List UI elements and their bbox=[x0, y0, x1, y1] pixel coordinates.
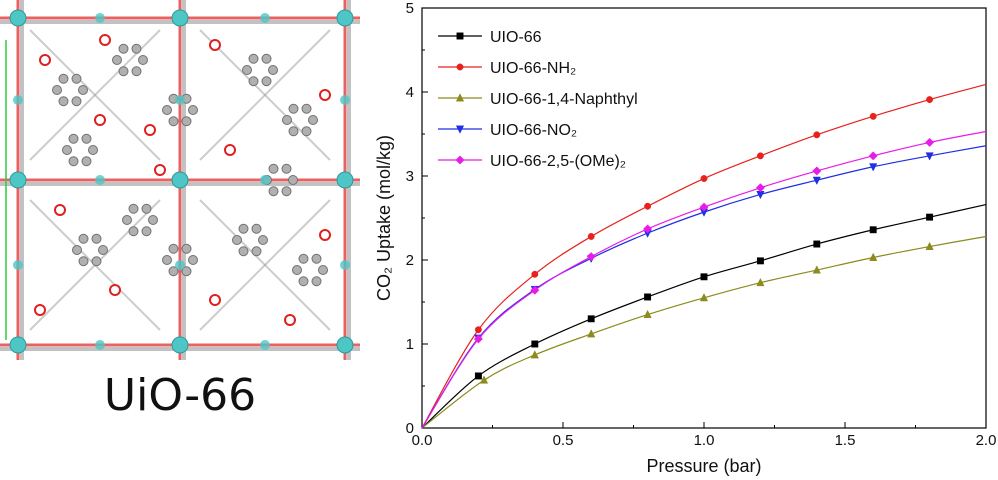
data-point bbox=[926, 213, 934, 221]
data-point bbox=[812, 176, 821, 185]
x-tick-label: 0.5 bbox=[553, 432, 574, 449]
data-point bbox=[587, 233, 595, 240]
series-3 bbox=[421, 145, 987, 429]
legend-marker bbox=[456, 32, 464, 40]
data-point bbox=[531, 340, 539, 348]
legend-marker bbox=[455, 93, 465, 102]
y-tick-label: 2 bbox=[406, 252, 414, 269]
legend-item: UIO-66-2,5-(OMe)₂ bbox=[438, 153, 626, 170]
data-point bbox=[530, 350, 539, 359]
x-tick-label: 1.0 bbox=[694, 432, 715, 449]
data-point bbox=[812, 265, 821, 274]
zr-atoms bbox=[9, 9, 354, 354]
y-tick-label: 5 bbox=[406, 0, 414, 17]
series-1 bbox=[421, 83, 987, 429]
y-tick-label: 3 bbox=[406, 168, 414, 185]
series-line bbox=[421, 145, 987, 429]
data-point bbox=[925, 241, 934, 251]
series-2 bbox=[421, 235, 987, 429]
data-point bbox=[868, 151, 878, 161]
data-point bbox=[925, 137, 935, 147]
data-point bbox=[643, 224, 653, 234]
data-point bbox=[869, 163, 878, 172]
legend-label: UIO-66-NO₂ bbox=[490, 122, 577, 139]
data-point bbox=[869, 252, 878, 261]
series-lines bbox=[421, 83, 987, 429]
x-tick-label: 0.0 bbox=[412, 432, 433, 449]
data-point bbox=[756, 257, 764, 265]
legend-item: UIO-66-1,4-Naphthyl bbox=[438, 91, 638, 108]
series-0 bbox=[421, 203, 987, 429]
series-line bbox=[421, 235, 987, 429]
data-point bbox=[813, 131, 821, 139]
data-point bbox=[530, 285, 540, 295]
data-point bbox=[473, 334, 483, 344]
data-point bbox=[869, 112, 877, 120]
x-axis-title: Pressure (bar) bbox=[646, 456, 761, 476]
legend: UIO-66 UIO-66-NH₂ UIO-66-1,4-Naphthyl UIO-6… bbox=[438, 29, 638, 170]
legend-label: UIO-66 bbox=[490, 29, 542, 46]
structure-label: UiO-66 bbox=[103, 370, 257, 421]
y-axis-title: CO₂ Uptake (mol/kg) bbox=[374, 135, 394, 301]
legend-marker bbox=[455, 155, 465, 165]
data-point bbox=[926, 96, 934, 104]
y-tick-label: 1 bbox=[406, 336, 414, 353]
legend-label: UIO-66-2,5-(OMe)₂ bbox=[490, 153, 626, 170]
legend-marker bbox=[455, 125, 465, 134]
data-point bbox=[531, 270, 539, 278]
data-point bbox=[700, 273, 708, 281]
data-point bbox=[474, 326, 482, 334]
data-point bbox=[925, 152, 934, 161]
data-point bbox=[699, 202, 709, 212]
x-tick-label: 2.0 bbox=[976, 432, 997, 449]
data-point bbox=[643, 309, 652, 319]
legend-marker bbox=[456, 63, 464, 71]
series-line bbox=[421, 203, 987, 429]
y-tick-label: 0 bbox=[406, 420, 414, 437]
series-4 bbox=[421, 130, 987, 429]
series-line bbox=[421, 130, 987, 429]
data-point bbox=[700, 175, 708, 182]
data-point bbox=[479, 375, 489, 384]
legend-item: UIO-66 bbox=[438, 29, 542, 46]
data-point bbox=[869, 226, 877, 234]
linker-rings bbox=[52, 43, 328, 287]
oxygen-atoms bbox=[34, 34, 331, 326]
data-point bbox=[644, 202, 652, 210]
data-point bbox=[587, 315, 595, 323]
data-point bbox=[587, 329, 596, 338]
uio66-structure-image bbox=[0, 0, 360, 360]
legend-label: UIO-66-1,4-Naphthyl bbox=[490, 91, 638, 108]
data-point bbox=[756, 277, 765, 287]
series-line bbox=[421, 83, 987, 429]
data-point bbox=[644, 293, 652, 301]
legend-item: UIO-66-NO₂ bbox=[438, 122, 577, 139]
data-point bbox=[699, 293, 709, 302]
data-point bbox=[813, 240, 821, 248]
data-point bbox=[755, 183, 765, 193]
legend-item: UIO-66-NH₂ bbox=[438, 60, 576, 77]
data-point bbox=[474, 372, 482, 380]
x-tick-label: 1.5 bbox=[835, 432, 856, 449]
y-tick-label: 4 bbox=[406, 84, 414, 101]
co2-uptake-chart: 0.0 0.5 1.0 1.5 2.0 0 1 2 3 4 5 Pressure (bar) CO₂… bbox=[374, 0, 997, 476]
legend-label: UIO-66-NH₂ bbox=[490, 60, 576, 77]
crystal-structure-illustration bbox=[0, 0, 360, 360]
data-point bbox=[756, 152, 764, 160]
axis-ticks: 0.0 0.5 1.0 1.5 2.0 0 1 2 3 4 5 bbox=[406, 0, 997, 449]
data-point bbox=[586, 252, 596, 262]
data-point bbox=[812, 166, 822, 176]
